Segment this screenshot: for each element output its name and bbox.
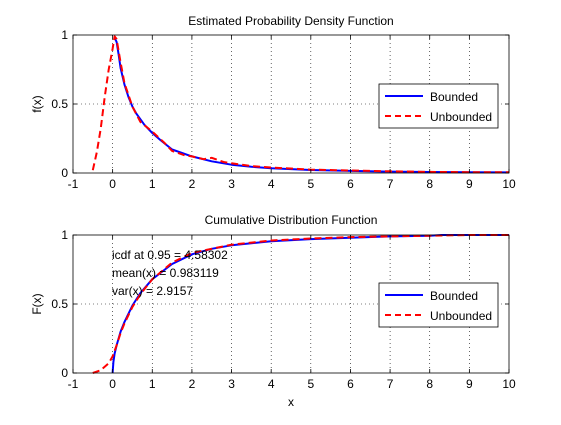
pdf-series-unbounded-line (91, 35, 510, 174)
cdf-x-tick-label: 0 (109, 377, 116, 391)
cdf-series-unbounded-line (92, 234, 509, 374)
cdf-y-tick-label: 1 (61, 228, 68, 242)
pdf-x-tick-label: 4 (268, 177, 275, 191)
cdf-annotation-var: var(x) = 2.9157 (112, 284, 193, 298)
pdf-legend: Bounded Unbounded (378, 83, 499, 129)
cdf-x-tick-label: 3 (228, 377, 235, 391)
cdf-series (92, 234, 509, 374)
cdf-title: Cumulative Distribution Function (205, 213, 378, 227)
cdf-legend-unbounded-label: Unbounded (430, 309, 492, 323)
pdf-y-tick-label: 1 (61, 28, 68, 42)
cdf-x-tick-label: 2 (189, 377, 196, 391)
cdf-x-tick-label: 9 (466, 377, 473, 391)
cdf-annotation-icdf: icdf at 0.95 = 4.58302 (112, 248, 228, 262)
pdf-y-tick-label: 0 (61, 166, 68, 180)
cdf-y-label: F(x) (30, 293, 44, 314)
pdf-series (91, 35, 510, 174)
cdf-x-label: x (288, 395, 294, 409)
cdf-y-tick-label: 0 (61, 366, 68, 380)
cdf-x-tick-label: 6 (347, 377, 354, 391)
cdf-y-tick-label: 0.5 (51, 297, 68, 311)
pdf-x-tick-label: 0 (109, 177, 116, 191)
pdf-x-tick-label: 6 (347, 177, 354, 191)
pdf-x-tick-label: 1 (149, 177, 156, 191)
pdf-y-tick-label: 0.5 (51, 97, 68, 111)
pdf-title: Estimated Probability Density Function (188, 14, 393, 28)
pdf-legend-box (378, 83, 499, 129)
cdf-legend-box (378, 282, 499, 328)
cdf-annotation-mean: mean(x) = 0.983119 (112, 266, 219, 280)
cdf-legend-bounded-label: Bounded (430, 289, 478, 303)
cdf-x-tick-label: -1 (68, 377, 79, 391)
pdf-legend-unbounded-label: Unbounded (430, 110, 492, 124)
pdf-x-tick-label: 7 (387, 177, 394, 191)
pdf-y-label: f(x) (30, 95, 44, 112)
cdf-x-tick-label: 10 (502, 377, 516, 391)
pdf-x-tick-label: 8 (426, 177, 433, 191)
cdf-x-tick-label: 4 (268, 377, 275, 391)
pdf-x-tick-label: 3 (228, 177, 235, 191)
cdf-x-tick-label: 8 (426, 377, 433, 391)
cdf-legend: Bounded Unbounded (378, 282, 499, 328)
pdf-x-tick-label: -1 (68, 177, 79, 191)
cdf-x-tick-label: 5 (307, 377, 314, 391)
cdf-x-tick-label: 1 (149, 377, 156, 391)
pdf-x-tick-label: 2 (189, 177, 196, 191)
pdf-x-tick-label: 9 (466, 177, 473, 191)
pdf-legend-bounded-label: Bounded (430, 90, 478, 104)
pdf-x-tick-label: 10 (502, 177, 516, 191)
pdf-x-tick-label: 5 (307, 177, 314, 191)
cdf-x-tick-label: 7 (387, 377, 394, 391)
